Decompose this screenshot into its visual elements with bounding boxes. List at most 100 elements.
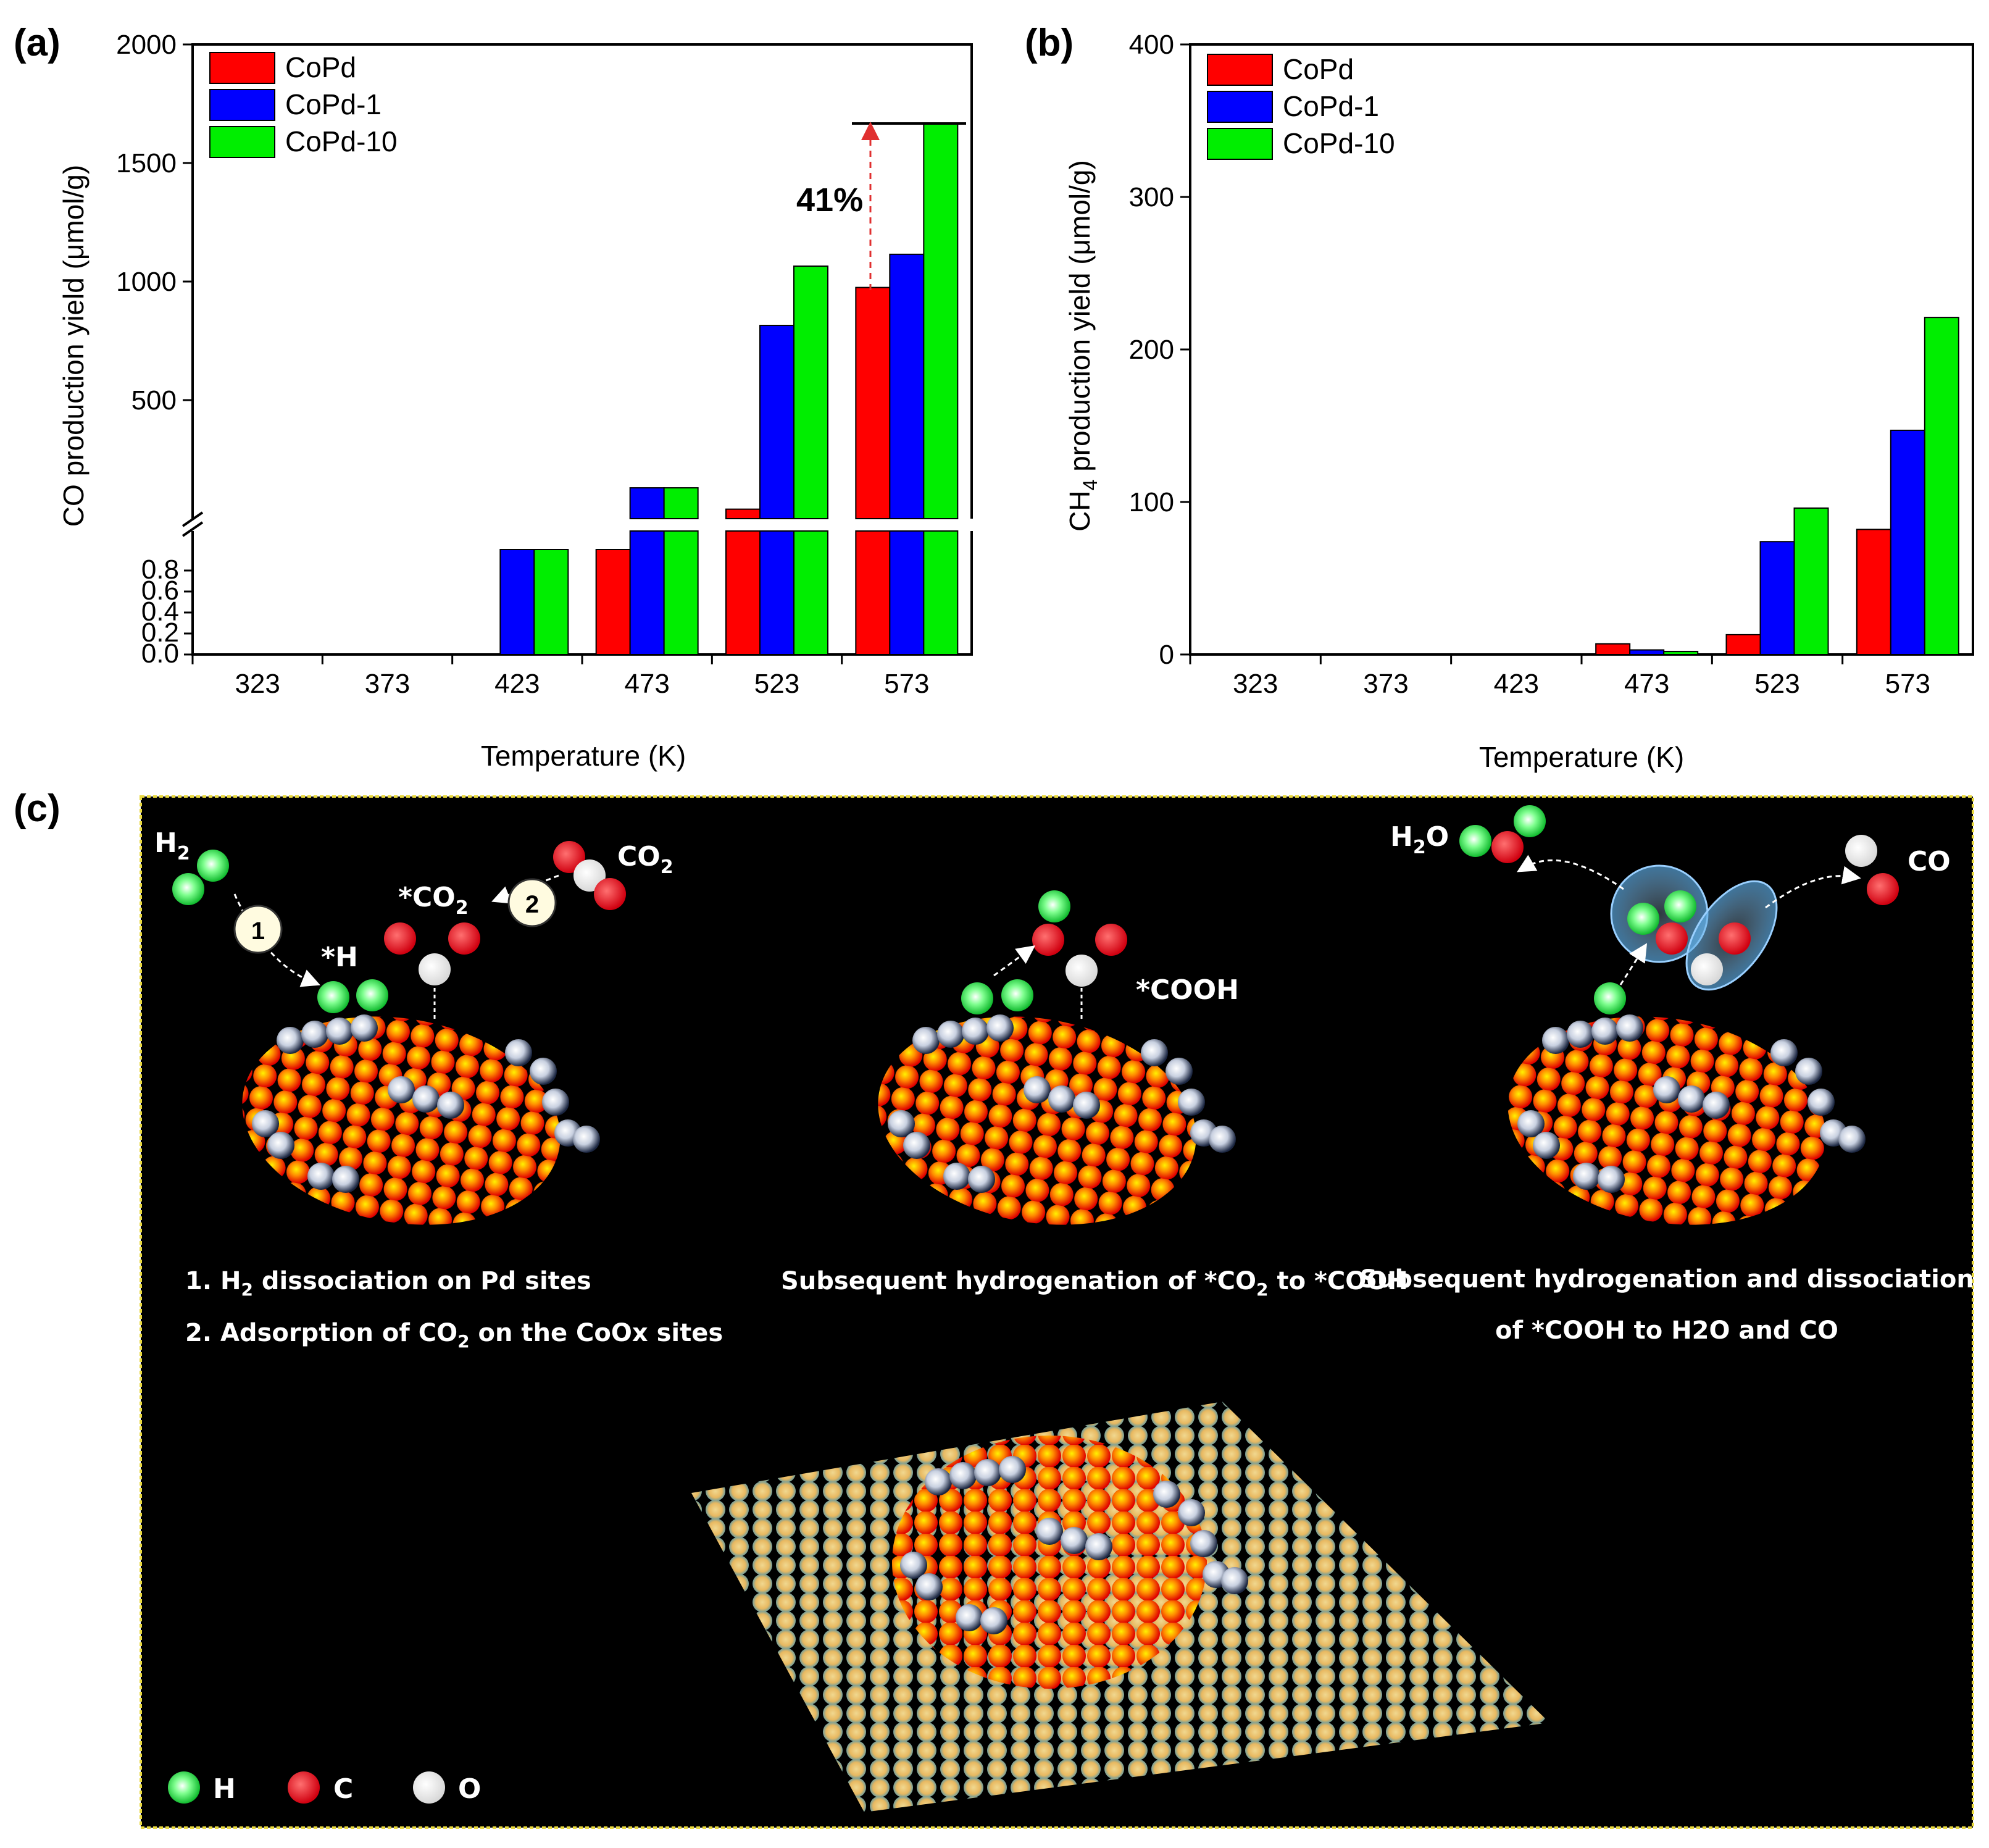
bar-a-CoPd-523 [725,508,761,655]
co-site-atom [903,1132,930,1159]
co-site-atom [1036,1518,1063,1545]
chart-a: 323 373 423 473 523 5735001000150020000.00.20… [57,30,978,772]
chart-b-legend-swatch [1207,91,1273,123]
c-atom [1719,922,1751,955]
h2-label: H2 [154,827,190,864]
co-site-atom [1024,1076,1051,1103]
chart-a-legend-swatch [209,89,275,121]
co-site-atom [1165,1058,1193,1085]
bar-b-CoPd-1-473 [1629,649,1665,655]
step-number-1-label: 1 [251,918,265,945]
co-site-atom [1153,1481,1180,1508]
co-site-atom [1838,1126,1866,1153]
chart-b-ylabel-rest: production yield (μmol/g) [1064,160,1096,479]
co-site-atom [1653,1076,1680,1103]
h-ads-label: *H [321,942,358,973]
co-site-atom [980,1607,1007,1634]
co-site-atom [1542,1027,1569,1054]
h-ads-atom [1594,982,1626,1014]
co-site-atom [986,1014,1014,1042]
chart-a-annotation: 41% [796,182,863,219]
chart-a-legend-label: CoPd-10 [285,125,398,157]
chart-a-xtick: 373 [365,669,410,699]
adsorbed-co2-atom [419,953,451,985]
chart-b-legend-label: CoPd [1283,53,1354,85]
bar-b-CoPd-10-573 [1924,317,1959,655]
co2-atom [553,841,585,873]
co2-atom [594,878,626,910]
bar-a-CoPd-1-423 [499,549,535,655]
co2-atom [573,859,606,892]
mechanism-scheme: 1 2 H2 CO2 *CO2 *H *COOH [140,795,1974,1829]
chart-b-xlabel: Temperature (K) [1479,741,1684,773]
co-site-atom [573,1126,600,1153]
bar-a-CoPd-573 [855,286,891,655]
h-ads-atom [961,982,993,1014]
chart-b-ytick: 0 [1159,640,1174,670]
cooh-label: *COOH [1136,974,1239,1006]
co-site-atom [900,1552,927,1579]
chart-b-legend-label: CoPd-1 [1283,90,1379,122]
step-number-2 [507,878,557,927]
bar-a-CoPd-10-523 [793,265,828,655]
chart-a-legend-label: CoPd-1 [285,88,382,120]
c-atom [1656,922,1688,955]
bar-a-CoPd-10-573 [923,123,959,655]
co-site-atom [1598,1166,1625,1193]
step-number-1 [233,905,283,954]
co-site-atom [326,1018,353,1045]
step1-molecules: 1 2 H2 CO2 *CO2 *H [154,827,673,1019]
co-site-atom [1770,1039,1798,1066]
panel-label-a: (a) [14,22,60,64]
co-site-atom [956,1604,983,1631]
chart-a-xlabel: Temperature (K) [481,740,686,772]
chart-b-legend-label: CoPd-10 [1283,127,1395,159]
h2-atom [172,873,204,905]
legend-c-icon [288,1771,320,1804]
co-site-atom [925,1468,952,1495]
bar-a-CoPd-1-473 [629,487,665,655]
bar-a-CoPd-10-473 [663,487,699,655]
chart-b-xtick: 473 [1624,669,1669,699]
chart-a-xtick: 573 [884,669,929,699]
h2o-atom [1514,805,1546,837]
bar-a-CoPd-473 [595,549,631,655]
co-site-atom [915,1573,943,1600]
co-site-atom [1190,1530,1217,1557]
chart-a-ytick-upper: 500 [131,385,177,416]
step1-caption-line1: 1. H2 dissociation on Pd sites [185,1267,591,1300]
step1-caption-line2: 2. Adsorption of CO2 on the CoOx sites [185,1319,723,1352]
h2o-label: H2O [1390,821,1449,858]
bar-b-CoPd-10-473 [1663,651,1699,656]
co-site-atom [542,1089,569,1116]
panel-label-c: (c) [14,787,60,830]
chart-a-legend-swatch [209,52,275,84]
co-site-atom [301,1021,328,1048]
bar-b-CoPd-523 [1725,633,1761,656]
step3-molecules: H2O CO [1390,805,1951,1014]
step2-caption: Subsequent hydrogenation of *CO2 to *COO… [781,1267,1408,1300]
co-site-atom [1678,1085,1705,1113]
chart-a-ytick-lower: 0.6 [141,575,179,606]
chart-a-xtick: 323 [235,669,280,699]
co-atom [1845,835,1877,867]
chart-b: 323 373 423 473 523 573 0 100 200 300 400 CoPd CoPd… [1064,30,1974,773]
adsorbed-co2-label: *CO2 [398,882,469,919]
co-site-atom [1209,1126,1236,1153]
co-site-atom [1517,1110,1545,1137]
legend-o-label: O [458,1773,481,1805]
co-atom [1867,873,1899,905]
bar-b-CoPd-473 [1595,643,1631,655]
chart-b-xtick: 373 [1363,669,1408,699]
co-site-atom [1178,1089,1205,1116]
bar-b-CoPd-1-523 [1759,541,1795,655]
chart-b-legend-swatch [1207,128,1273,160]
chart-a-ytick-upper: 2000 [116,30,177,60]
chart-b-ytick: 100 [1129,487,1174,517]
co-site-atom [307,1163,335,1190]
bar-b-CoPd-1-573 [1890,429,1925,655]
co-site-atom [530,1058,557,1085]
co-site-atom [962,1018,989,1045]
step3-caption-line2: of *COOH to H2O and CO [1495,1316,1838,1345]
